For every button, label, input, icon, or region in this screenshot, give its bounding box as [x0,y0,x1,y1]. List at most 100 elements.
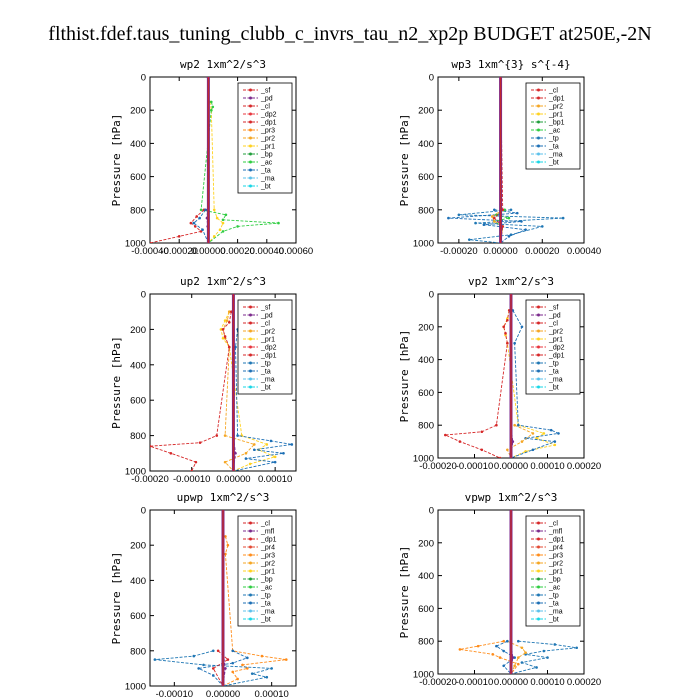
series-marker-pr1 [535,437,538,440]
legend-marker [537,152,540,156]
y-tick-label: 1000 [125,239,146,250]
legend-marker [249,529,252,533]
x-tick-label: 0.00010 [530,677,564,688]
legend-marker [249,313,252,317]
series-marker-ta [495,644,498,648]
legend-label: _bt [548,617,559,624]
x-tick-label: 0.00020 [567,461,601,472]
series-marker-pr1 [212,235,216,238]
legend-marker [537,128,540,132]
legend-label: _ta [260,601,271,608]
x-tick-label: 0.00010 [258,474,292,485]
legend-marker [249,561,252,565]
y-axis-label: Pressure [hPa] [398,546,411,639]
x-tick-label: 0.00020 [525,246,559,257]
legend-marker [249,168,252,172]
x-tick-label: 0.00010 [254,689,288,700]
x-tick-label: -0.00020 [160,246,198,257]
y-tick-label: 600 [418,172,434,183]
legend-label: _pr2 [548,329,563,336]
legend-label: _bt [548,160,559,167]
series-marker-ta [513,656,516,659]
y-tick-label: 600 [418,604,434,615]
legend-marker [537,104,540,108]
series-marker-pr3 [224,535,227,538]
y-tick-label: 1000 [413,670,434,681]
series-marker-ta [252,448,256,452]
legend-marker [537,545,540,549]
series-marker-tp [535,666,538,669]
y-axis-label: Pressure [hPa] [398,330,411,423]
panel-title: vpwp 1xm^2/s^3 [465,491,558,504]
series-marker-dp1 [493,216,496,220]
legend-label: _sf [260,88,270,95]
series-marker-dp1 [506,341,509,345]
legend-label: _dp1 [548,96,565,103]
legend-marker [249,521,252,525]
x-tick-label: -0.00010 [156,689,194,700]
legend-marker [537,88,540,92]
series-marker-tp [517,639,520,643]
x-tick-label: 0.00000 [206,689,240,700]
legend-label: _dp1 [260,537,277,544]
legend-marker [537,329,540,333]
series-marker-pr3 [458,648,462,651]
series-line-ac [200,101,279,243]
legend-marker [249,160,252,164]
legend-label: _pd [548,313,561,320]
series-marker-ta [290,443,294,446]
legend-label: _cl [260,321,270,328]
series-marker-ac [221,230,225,233]
legend-label: _ac [260,585,273,592]
series-group [443,294,561,458]
x-tick-label: -0.00010 [456,461,494,472]
series-marker-dp1 [480,448,484,452]
series-marker-dp1 [226,658,230,661]
legend-label: _ma [260,609,275,616]
legend-label: _mfl [548,529,563,536]
y-tick-label: 200 [418,322,434,333]
legend-label: _pr1 [260,337,275,344]
series-marker-tp [520,661,524,664]
legend-marker [249,337,252,341]
series-marker-tp [211,649,215,653]
y-tick-label: 400 [130,360,146,371]
legend-marker [537,617,540,621]
series-line-dp1 [443,310,510,458]
series-marker-dp1 [193,225,197,228]
panel-0: wp2 1xm^2/s^3 Pressure [hPa] 0 200 400 600 800… [110,58,313,257]
legend-marker [249,305,252,309]
panel-5: vpwp 1xm^2/s^3 Pressure [hPa] 0 200 400 600 80… [398,491,601,688]
series-marker-tp [575,646,578,650]
plot-frame [437,76,585,244]
panels: wp2 1xm^2/s^3 Pressure [hPa] 0 200 400 600 800… [110,58,601,700]
legend-label: _pr2 [548,561,563,568]
series-marker-dp1 [190,469,194,471]
series-marker-tp [474,221,477,225]
legend-marker [249,593,252,597]
panel-title: up2 1xm^2/s^3 [180,275,266,288]
series-marker-pr3 [284,658,288,661]
legend-marker [537,321,540,325]
series-marker-dp1 [504,332,507,335]
series-marker-pr1 [218,228,222,232]
series-marker-pr2 [506,448,509,452]
legend-marker [249,585,252,589]
series-marker-dp1 [150,241,152,243]
series-line-ta [233,329,292,471]
legend-label: _pr2 [260,329,275,336]
plot-frame [149,293,297,472]
series-line-pr1 [208,101,224,243]
series-marker-ta [502,664,506,668]
series-marker-ta [246,656,249,660]
legend-marker [537,361,540,365]
legend-marker [249,553,252,557]
legend-marker [537,369,540,373]
series-line-tp [510,640,577,674]
series-marker-ta [231,649,235,653]
legend-label: _cl [260,104,270,111]
y-tick-label: 800 [130,646,146,657]
series-marker-pr3 [476,644,480,648]
series-marker-pr2 [244,452,248,455]
y-tick-label: 0 [141,290,146,301]
